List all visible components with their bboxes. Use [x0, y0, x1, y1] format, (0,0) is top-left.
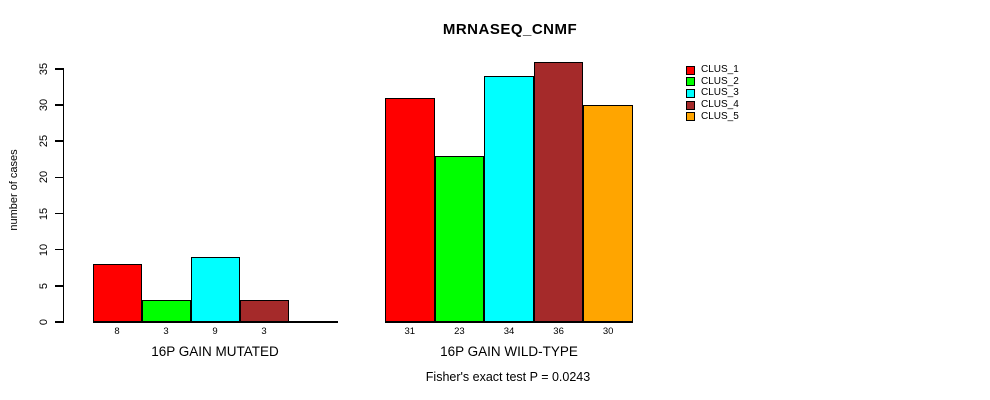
y-axis-line: [62, 68, 64, 323]
legend-label: CLUS_4: [701, 99, 739, 111]
y-tick-mark: [55, 212, 63, 215]
legend-swatch-clus_3: [686, 88, 695, 98]
bar-clus_1-group1: [92, 264, 142, 322]
bar-value-label: 34: [503, 326, 515, 337]
bar-value-label: 31: [404, 326, 416, 337]
y-tick-label: 0: [38, 318, 50, 326]
y-tick-mark: [55, 285, 63, 287]
bar-clus_3-group1: [190, 256, 240, 322]
y-tick-mark: [55, 248, 63, 251]
y-tick-label: 35: [38, 62, 50, 76]
y-tick-label: 25: [38, 135, 50, 148]
legend-label: CLUS_5: [701, 110, 739, 122]
y-tick-label: 5: [38, 282, 50, 289]
legend-swatch-clus_5: [686, 112, 695, 122]
y-tick-mark: [55, 68, 63, 70]
legend-label: CLUS_3: [701, 87, 739, 99]
legend-swatch-clus_2: [686, 77, 695, 87]
bar-value-label: 9: [212, 326, 218, 337]
legend-label: CLUS_1: [701, 64, 739, 75]
bar-clus_4-group1: [239, 300, 289, 322]
y-axis-label: number of cases: [8, 149, 20, 231]
bar-value-label: 36: [553, 326, 564, 337]
bar-clus_4-group2: [533, 61, 584, 322]
bar-clus_2-group2: [434, 155, 485, 322]
chart-title: MRNASEQ_CNMF: [442, 21, 578, 38]
y-tick-mark: [55, 140, 63, 142]
legend-swatch-clus_1: [686, 65, 695, 75]
y-tick-label: 20: [38, 171, 50, 184]
bar-clus_3-group2: [484, 76, 534, 322]
bar-clus_5-group2: [583, 105, 633, 322]
group-label: 16P GAIN WILD-TYPE: [440, 344, 578, 359]
y-tick-label: 10: [38, 243, 50, 256]
annotation-text: Fisher's exact test P = 0.0243: [425, 370, 591, 384]
bar-value-label: 3: [261, 326, 267, 337]
legend-label: CLUS_2: [701, 75, 739, 87]
bar-value-label: 30: [602, 326, 614, 337]
y-tick-label: 15: [38, 207, 50, 220]
legend-swatch-clus_4: [686, 100, 695, 110]
bar-value-label: 3: [163, 326, 169, 337]
y-tick-mark: [55, 104, 63, 106]
group-label: 16P GAIN MUTATED: [151, 344, 279, 359]
y-tick-mark: [55, 321, 63, 323]
bar-clus_1-group2: [385, 97, 435, 322]
bar-clus_2-group1: [141, 300, 191, 322]
bar-value-label: 23: [454, 326, 465, 337]
bar-value-label: 8: [114, 326, 120, 337]
y-tick-mark: [55, 176, 63, 179]
y-tick-label: 30: [38, 98, 50, 112]
